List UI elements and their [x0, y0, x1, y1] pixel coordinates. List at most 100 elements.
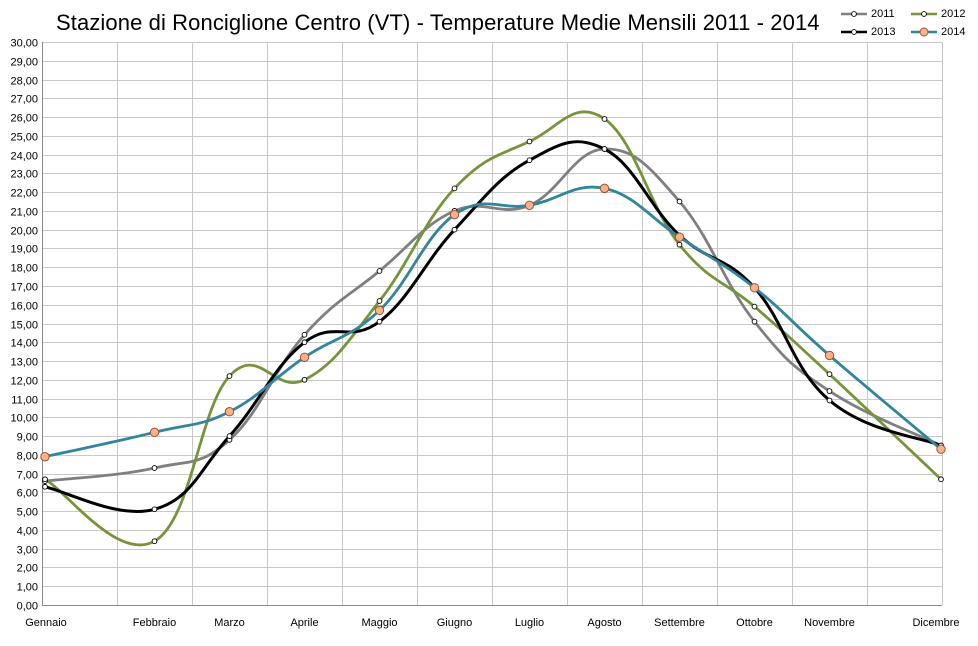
x-tick-label: Ottobre: [736, 617, 773, 629]
legend-label: 2014: [941, 26, 966, 38]
data-point-2014: [374, 305, 385, 316]
data-point-2014: [524, 200, 535, 210]
x-tick-label: Giugno: [437, 617, 472, 629]
y-tick-label: 12,00: [10, 376, 38, 388]
series-line-2012: [43, 110, 943, 547]
y-tick-label: 20,00: [10, 226, 38, 238]
data-point-2014: [449, 209, 460, 220]
data-point-2014: [824, 350, 835, 361]
data-point-2012: [938, 476, 944, 483]
data-point-2012: [226, 373, 233, 379]
y-tick-label: 19,00: [10, 244, 38, 256]
y-tick-label: 9,00: [17, 432, 38, 444]
data-point-2013: [226, 433, 233, 439]
data-point-2014: [224, 407, 235, 417]
data-point-2012: [301, 376, 308, 383]
data-point-2012: [826, 371, 833, 378]
series-points: [40, 116, 946, 545]
data-point-2014: [299, 352, 310, 362]
x-tick-label: Settembre: [654, 617, 705, 629]
data-point-2013: [451, 226, 458, 233]
data-point-2012: [676, 241, 683, 248]
data-point-2012: [601, 116, 608, 122]
legend-item-2014: 2014: [910, 24, 965, 40]
data-point-2013: [376, 318, 383, 325]
y-tick-label: 13,00: [10, 357, 38, 369]
y-tick-label: 28,00: [10, 76, 38, 88]
y-tick-label: 0,00: [17, 601, 38, 613]
y-tick-label: 11,00: [11, 395, 38, 407]
legend-swatch-2014: [911, 27, 937, 37]
y-tick-label: 21,00: [10, 207, 38, 219]
legend: 2011 2012 2013 2014: [840, 6, 976, 42]
data-point-2012: [751, 303, 758, 310]
y-tick-label: 30,00: [10, 38, 38, 50]
data-point-2012: [376, 298, 383, 304]
data-point-2013: [826, 397, 833, 404]
y-tick-label: 5,00: [17, 507, 38, 519]
data-point-2011: [826, 388, 833, 394]
data-point-2012: [151, 538, 158, 545]
data-point-2013: [601, 146, 608, 152]
y-tick-label: 27,00: [10, 94, 38, 106]
data-point-2014: [674, 232, 685, 242]
x-tick-label: Gennaio: [25, 617, 67, 629]
data-point-2013: [42, 483, 48, 490]
x-tick-label: Marzo: [214, 617, 245, 629]
data-point-2012: [42, 476, 48, 483]
data-point-2014: [40, 452, 50, 462]
y-tick-label: 17,00: [10, 282, 38, 294]
x-tick-label: Aprile: [290, 617, 318, 629]
x-tick-label: Dicembre: [912, 617, 959, 629]
series-line-2013: [43, 140, 943, 513]
legend-label: 2012: [941, 8, 966, 20]
x-tick-label: Maggio: [361, 617, 397, 629]
y-tick-label: 18,00: [10, 263, 38, 275]
y-tick-label: 1,00: [17, 582, 38, 594]
data-point-2011: [676, 198, 683, 205]
y-tick-label: 24,00: [10, 151, 38, 163]
y-tick-label: 25,00: [10, 132, 38, 144]
data-point-2011: [301, 331, 308, 338]
data-point-2011: [751, 318, 758, 325]
y-tick-label: 4,00: [17, 526, 38, 538]
chart-title: Stazione di Ronciglione Centro (VT) - Te…: [56, 10, 820, 35]
x-tick-label: Febbraio: [133, 617, 176, 629]
legend-label: 2011: [871, 8, 895, 20]
legend-item-2012: 2012: [910, 6, 965, 22]
data-point-2013: [151, 506, 158, 513]
data-point-2011: [151, 465, 158, 471]
y-tick-label: 26,00: [10, 113, 38, 125]
data-point-2014: [936, 444, 946, 454]
y-axis-ticks: 0,00 1,00 2,00 3,00 4,00 5,00 6,00 7,00 8,00 9,00…: [10, 38, 38, 613]
y-tick-label: 2,00: [17, 563, 38, 575]
x-axis-ticks: Gennaio Febbraio Marzo Aprile Maggio Giugno Lu…: [25, 617, 959, 629]
y-tick-label: 3,00: [17, 545, 38, 557]
data-point-2012: [526, 138, 533, 145]
data-point-2014: [599, 183, 610, 194]
y-tick-label: 14,00: [10, 338, 38, 350]
x-tick-label: Agosto: [587, 617, 621, 629]
legend-swatch-2011: [841, 11, 867, 17]
data-point-2013: [301, 339, 308, 346]
series-line-2011: [43, 147, 943, 483]
y-tick-label: 16,00: [10, 301, 38, 313]
y-tick-label: 29,00: [10, 57, 38, 69]
legend-swatch-2013: [841, 29, 867, 35]
data-point-2012: [451, 185, 458, 192]
data-point-2013: [526, 157, 533, 164]
x-tick-label: Novembre: [804, 617, 855, 629]
legend-label: 2013: [871, 26, 896, 38]
legend-item-2013: 2013: [840, 24, 895, 40]
legend-item-2011: 2011: [840, 6, 895, 22]
y-tick-label: 23,00: [10, 169, 38, 181]
data-point-2011: [376, 268, 383, 274]
y-tick-label: 22,00: [10, 188, 38, 200]
y-tick-label: 10,00: [10, 413, 38, 425]
legend-swatch-2012: [911, 11, 937, 17]
y-tick-label: 6,00: [17, 488, 38, 500]
data-point-2014: [749, 283, 760, 293]
x-tick-label: Luglio: [515, 617, 544, 629]
y-tick-label: 7,00: [17, 470, 38, 482]
